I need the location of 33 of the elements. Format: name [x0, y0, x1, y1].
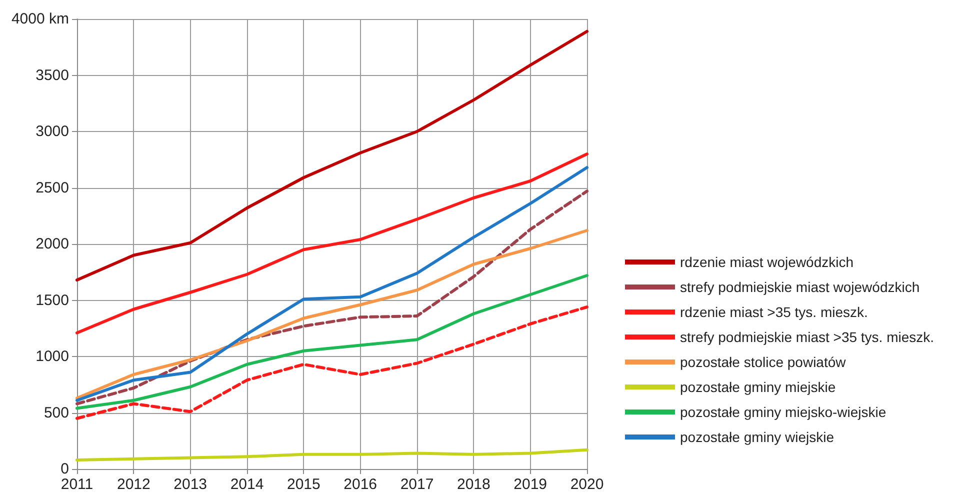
x-tick-label: 2018: [456, 476, 490, 493]
x-tick-label: 2017: [400, 476, 434, 493]
legend-label: rdzenie miast >35 tys. mieszk.: [680, 304, 868, 320]
line-series: [76, 30, 588, 282]
x-tick-label: 2014: [230, 476, 264, 493]
y-tick-label: 1500: [36, 292, 69, 309]
y-tick-label: 0: [60, 460, 69, 478]
line-series: [76, 274, 588, 410]
line-series: [76, 229, 588, 400]
x-tick-label: 2011: [60, 476, 94, 493]
x-tick-label: 2016: [344, 476, 378, 493]
y-tick-label: 2500: [36, 179, 69, 196]
line-series: [76, 152, 588, 334]
y-tick-label: 500: [44, 404, 69, 422]
legend-label: pozostałe gminy miejsko-wiejskie: [680, 404, 886, 420]
x-tick-label: 2015: [286, 476, 320, 493]
x-tick-label: 2020: [570, 476, 604, 493]
legend-label: pozostałe gminy wiejskie: [680, 429, 834, 445]
y-tick-label: 2000: [36, 236, 69, 252]
y-tick-label: 4000 km: [11, 10, 69, 28]
legend-label: strefy podmiejskie miast >35 tys. mieszk.: [680, 329, 934, 345]
x-tick-label: 2019: [514, 476, 548, 493]
line-series: [76, 306, 588, 420]
y-tick-label: 1000: [36, 348, 69, 365]
line-series: [76, 448, 588, 462]
y-tick-label: 3000: [36, 123, 69, 140]
x-tick-label: 2013: [174, 476, 208, 493]
legend-label: rdzenie miast wojewódzkich: [680, 254, 854, 270]
legend-label: strefy podmiejskie miast wojewódzkich: [680, 279, 920, 295]
legend-label: pozostałe stolice powiatów: [680, 354, 847, 370]
x-tick-label: 2012: [116, 476, 150, 493]
y-tick-label: 3500: [36, 66, 69, 84]
legend-label: pozostałe gminy miejskie: [680, 379, 836, 395]
